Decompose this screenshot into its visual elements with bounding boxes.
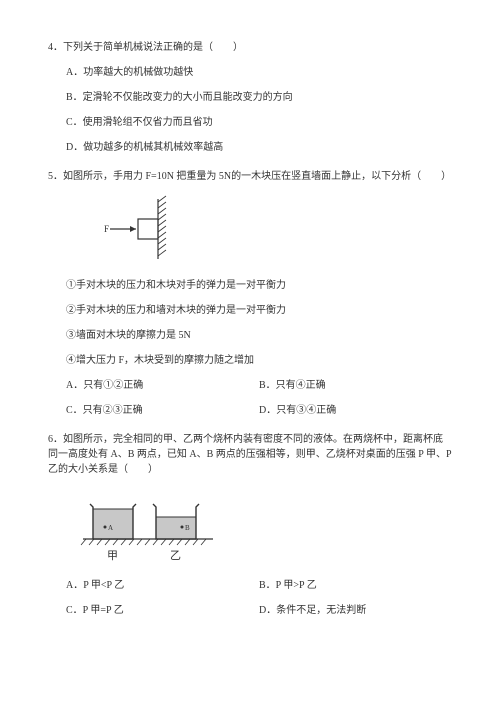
question-5: 5．如图所示，手用力 F=10N 把重量为 5N的一木块压在竖直墙面上静止，以下… [48, 169, 452, 418]
q5-figure: F [98, 194, 452, 264]
q6-option-a: A．P 甲<P 乙 [66, 578, 259, 593]
q4-option-c: C．使用滑轮组不仅省力而且省功 [66, 115, 452, 130]
beaker-label-1: 甲 [107, 550, 118, 562]
q6-option-b: B．P 甲>P 乙 [259, 578, 452, 593]
q5-options-row2: C．只有②③正确 D．只有③④正确 [66, 403, 452, 418]
q4-stem: 4．下列关于简单机械说法正确的是（ ） [48, 40, 452, 55]
question-6: 6．如图所示，完全相同的甲、乙两个烧杯内装有密度不同的液体。在两烧杯中，距离杯底… [48, 432, 452, 618]
question-4: 4．下列关于简单机械说法正确的是（ ） A．功率越大的机械做功越快 B．定滑轮不… [48, 40, 452, 155]
q4-option-b: B．定滑轮不仅能改变力的大小而且能改变力的方向 [66, 90, 452, 105]
q5-statement-3: ③墙面对木块的摩擦力是 5N [66, 328, 452, 343]
q6-stem: 6．如图所示，完全相同的甲、乙两个烧杯内装有密度不同的液体。在两烧杯中，距离杯底… [48, 432, 452, 477]
q5-statement-1: ①手对木块的压力和木块对手的弹力是一对平衡力 [66, 278, 452, 293]
q6-option-c: C．P 甲=P 乙 [66, 603, 259, 618]
beakers-diagram-icon: A B 甲 乙 [78, 489, 218, 564]
block-wall-diagram-icon: F [98, 194, 188, 264]
q5-stem: 5．如图所示，手用力 F=10N 把重量为 5N的一木块压在竖直墙面上静止，以下… [48, 169, 452, 184]
q5-options-row1: A．只有①②正确 B．只有④正确 [66, 378, 452, 393]
q5-statement-4: ④增大压力 F，木块受到的摩擦力随之增加 [66, 353, 452, 368]
force-label: F [104, 224, 109, 234]
q4-option-a: A．功率越大的机械做功越快 [66, 65, 452, 80]
q6-figure: A B 甲 乙 [78, 489, 452, 564]
q6-options-row1: A．P 甲<P 乙 B．P 甲>P 乙 [66, 578, 452, 593]
beaker-label-2: 乙 [170, 549, 181, 562]
q6-option-d: D．条件不足，无法判断 [259, 603, 452, 618]
q5-statement-2: ②手对木块的压力和墙对木块的弹力是一对平衡力 [66, 303, 452, 318]
q5-option-b: B．只有④正确 [259, 378, 452, 393]
q5-option-d: D．只有③④正确 [259, 403, 452, 418]
svg-text:B: B [185, 524, 190, 532]
svg-text:A: A [108, 524, 113, 532]
q4-option-d: D．做功越多的机械其机械效率越高 [66, 140, 452, 155]
q5-option-c: C．只有②③正确 [66, 403, 259, 418]
q5-option-a: A．只有①②正确 [66, 378, 259, 393]
q6-options-row2: C．P 甲=P 乙 D．条件不足，无法判断 [66, 603, 452, 618]
